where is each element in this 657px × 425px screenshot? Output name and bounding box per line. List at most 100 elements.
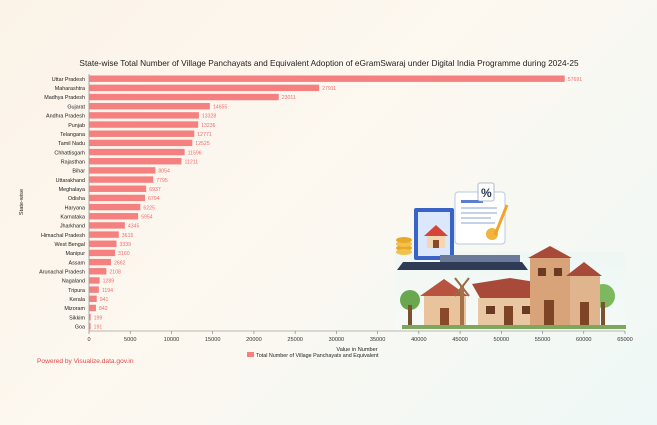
bars-group bbox=[89, 75, 565, 330]
bar[interactable] bbox=[89, 323, 91, 330]
x-tick-label: 15000 bbox=[205, 337, 221, 343]
value-label: 3160 bbox=[118, 251, 130, 257]
value-label: 13328 bbox=[202, 114, 217, 120]
bar[interactable] bbox=[89, 121, 199, 128]
value-label: 3615 bbox=[122, 233, 134, 239]
bar[interactable] bbox=[89, 158, 182, 165]
bar[interactable] bbox=[89, 231, 119, 238]
value-label: 8054 bbox=[158, 169, 170, 175]
value-label: 13236 bbox=[201, 123, 216, 129]
category-label: Haryana bbox=[65, 205, 85, 211]
category-label: Himachal Pradesh bbox=[41, 233, 85, 239]
x-axis-label: Value in Number bbox=[336, 347, 377, 353]
category-label: Tamil Nadu bbox=[58, 141, 85, 147]
x-tick-label: 50000 bbox=[494, 337, 510, 343]
bar[interactable] bbox=[89, 167, 156, 174]
category-label: Rajasthan bbox=[61, 159, 85, 165]
category-label: Odisha bbox=[68, 196, 85, 202]
category-label: Kerala bbox=[69, 297, 85, 303]
bar[interactable] bbox=[89, 176, 154, 183]
bar[interactable] bbox=[89, 222, 125, 229]
value-label: 23011 bbox=[282, 95, 296, 101]
bar[interactable] bbox=[89, 295, 97, 302]
category-label: Bihar bbox=[72, 169, 85, 175]
bar[interactable] bbox=[89, 203, 141, 211]
bar[interactable] bbox=[89, 112, 199, 119]
bar[interactable] bbox=[89, 258, 111, 266]
category-label: Madhya Pradesh bbox=[44, 95, 85, 101]
value-label: 14655 bbox=[213, 104, 228, 110]
value-labels: 57691 27911 23011 14655 13328 13236 12771 12525… bbox=[94, 77, 583, 331]
value-label: 6794 bbox=[148, 196, 160, 202]
bar[interactable] bbox=[89, 249, 116, 257]
bar[interactable] bbox=[89, 93, 279, 101]
value-label: 941 bbox=[100, 297, 109, 303]
bar[interactable] bbox=[89, 213, 139, 220]
category-label: Uttarakhand bbox=[56, 178, 85, 184]
x-tick-label: 0 bbox=[87, 337, 90, 343]
category-label: Goa bbox=[75, 324, 85, 330]
x-tick-label: 30000 bbox=[329, 337, 345, 343]
legend[interactable]: Total Number of Village Panchayats and E… bbox=[247, 352, 379, 359]
powered-by-text[interactable]: Powered by Visualize.data.gov.in bbox=[37, 358, 134, 365]
x-tick-label: 10000 bbox=[164, 337, 180, 343]
category-label: West Bengal bbox=[55, 242, 85, 248]
value-label: 199 bbox=[94, 315, 103, 321]
bar[interactable] bbox=[89, 75, 565, 82]
bar[interactable] bbox=[89, 148, 185, 156]
category-label: Maharashtra bbox=[55, 86, 85, 92]
value-label: 1194 bbox=[102, 288, 113, 294]
bar[interactable] bbox=[89, 130, 195, 137]
value-label: 2108 bbox=[109, 269, 121, 275]
x-tick-label: 20000 bbox=[246, 337, 262, 343]
village-laptop-illustration: % bbox=[395, 182, 626, 330]
category-labels: Uttar Pradesh Maharashtra Madhya Pradesh Gu… bbox=[39, 77, 85, 331]
value-label: 3339 bbox=[120, 242, 132, 248]
bar[interactable] bbox=[89, 240, 117, 247]
x-tick-label: 35000 bbox=[370, 337, 386, 343]
category-label: Tripura bbox=[68, 288, 85, 294]
category-label: Nagaland bbox=[62, 279, 85, 285]
bar[interactable] bbox=[89, 194, 146, 202]
x-tick-label: 45000 bbox=[452, 337, 468, 343]
value-label: 7795 bbox=[156, 178, 168, 184]
value-label: 2662 bbox=[114, 260, 126, 266]
category-label: Jharkhand bbox=[60, 224, 85, 230]
y-axis-label: State-wise bbox=[19, 189, 25, 215]
value-label: 1289 bbox=[103, 279, 115, 285]
bar[interactable] bbox=[89, 304, 96, 312]
bar[interactable] bbox=[89, 139, 193, 147]
category-label: Andhra Pradesh bbox=[46, 114, 85, 120]
chart-title: State-wise Total Number of Village Panch… bbox=[79, 58, 579, 68]
bar[interactable] bbox=[89, 277, 100, 284]
category-label: Manipur bbox=[66, 251, 86, 257]
bar[interactable] bbox=[89, 313, 91, 321]
bar[interactable] bbox=[89, 84, 320, 92]
category-label: Arunachal Pradesh bbox=[39, 269, 85, 275]
bar[interactable] bbox=[89, 268, 107, 275]
category-label: Assam bbox=[69, 260, 86, 266]
category-label: Meghalaya bbox=[59, 187, 85, 193]
x-tick-label: 65000 bbox=[617, 337, 633, 343]
value-label: 57691 bbox=[568, 77, 583, 83]
value-label: 191 bbox=[94, 324, 103, 330]
x-tick-label: 60000 bbox=[576, 337, 592, 343]
value-label: 11596 bbox=[188, 150, 202, 156]
value-label: 11211 bbox=[184, 159, 198, 165]
category-label: Telangana bbox=[60, 132, 85, 138]
svg-text:%: % bbox=[481, 186, 492, 200]
value-label: 12771 bbox=[197, 132, 212, 138]
bar[interactable] bbox=[89, 185, 147, 192]
value-label: 6225 bbox=[143, 205, 155, 211]
value-label: 5954 bbox=[141, 214, 153, 220]
legend-swatch bbox=[247, 352, 254, 357]
x-tick-label: 25000 bbox=[287, 337, 303, 343]
value-label: 6937 bbox=[149, 187, 161, 193]
category-label: Gujarat bbox=[67, 104, 85, 110]
bar[interactable] bbox=[89, 286, 99, 293]
x-tick-label: 5000 bbox=[124, 337, 136, 343]
x-tick-label: 40000 bbox=[411, 337, 427, 343]
bar[interactable] bbox=[89, 103, 210, 110]
value-label: 27911 bbox=[322, 86, 336, 92]
